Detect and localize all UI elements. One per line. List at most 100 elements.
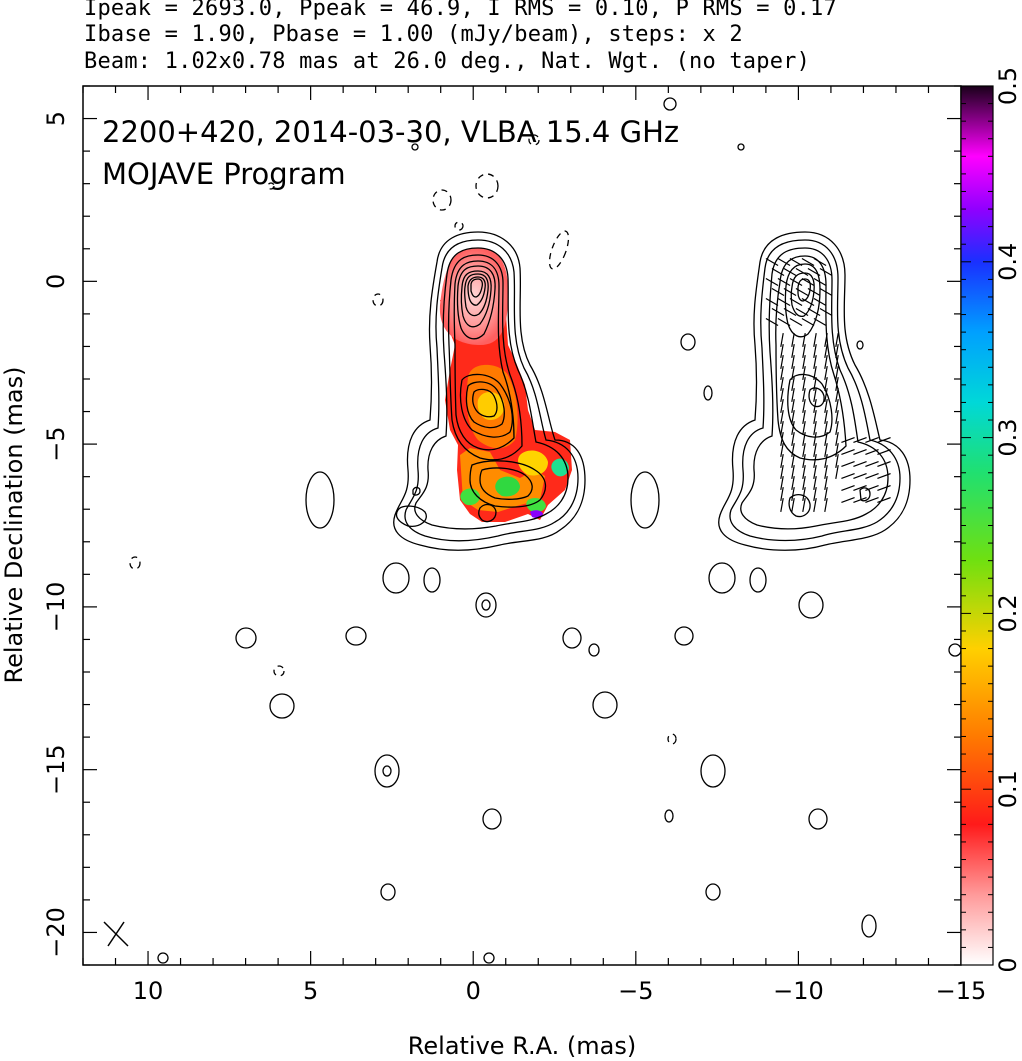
evpa-stick bbox=[824, 432, 828, 446]
evpa-stick bbox=[789, 297, 803, 307]
colorbar-tick-label: 0.4 bbox=[994, 243, 1022, 281]
polarization-color-fill bbox=[439, 248, 572, 522]
evpa-stick bbox=[824, 498, 828, 512]
evpa-stick bbox=[802, 344, 806, 358]
evpa-stick bbox=[835, 432, 839, 446]
evpa-stick bbox=[802, 410, 806, 424]
evpa-stick bbox=[813, 355, 817, 369]
evpa-stick bbox=[780, 388, 784, 402]
evpa-stick bbox=[780, 443, 784, 457]
evpa-stick bbox=[824, 355, 828, 369]
evpa-stick bbox=[813, 476, 817, 490]
evpa-stick bbox=[780, 432, 784, 446]
evpa-stick bbox=[777, 297, 791, 307]
evpa-stick bbox=[824, 388, 828, 402]
evpa-stick bbox=[789, 317, 803, 327]
evpa-stick bbox=[865, 497, 879, 503]
evpa-stick bbox=[835, 366, 839, 380]
evpa-stick bbox=[835, 465, 839, 479]
yellow-pol-region-2 bbox=[518, 450, 548, 476]
evpa-stick bbox=[813, 377, 817, 391]
evpa-stick bbox=[801, 257, 815, 267]
evpa-stick bbox=[765, 297, 779, 307]
colorbar-tick-label: 0.2 bbox=[994, 594, 1022, 632]
evpa-stick bbox=[853, 485, 867, 491]
evpa-stick bbox=[813, 454, 817, 468]
evpa-stick bbox=[802, 333, 806, 347]
evpa-stick bbox=[802, 487, 806, 501]
evpa-stick bbox=[824, 454, 828, 468]
evpa-stick bbox=[783, 287, 797, 297]
colorbar-tick-label: 0.5 bbox=[994, 67, 1022, 105]
evpa-stick bbox=[780, 344, 784, 358]
evpa-stick bbox=[780, 366, 784, 380]
x-tick-labels: 10 5 0 −5 −10 −15 bbox=[133, 977, 987, 1005]
evpa-stick bbox=[835, 421, 839, 435]
evpa-stick bbox=[802, 366, 806, 380]
evpa-stick bbox=[802, 399, 806, 413]
evpa-stick bbox=[791, 443, 795, 457]
evpa-stick bbox=[802, 443, 806, 457]
x-axis-label: Relative R.A. (mas) bbox=[408, 1032, 636, 1060]
evpa-stick bbox=[791, 399, 795, 413]
green-pol-region-2 bbox=[460, 488, 480, 506]
polarization-vectors bbox=[765, 257, 891, 512]
evpa-stick bbox=[813, 432, 817, 446]
evpa-stick bbox=[777, 257, 791, 267]
negative-contours bbox=[129, 134, 677, 745]
evpa-stick bbox=[791, 333, 795, 347]
header-line-3: Beam: 1.02x0.78 mas at 26.0 deg., Nat. W… bbox=[84, 49, 811, 74]
evpa-stick bbox=[795, 307, 809, 317]
colorbar-tick-label: 0.3 bbox=[994, 419, 1022, 457]
evpa-stick bbox=[802, 377, 806, 391]
evpa-stick bbox=[877, 497, 891, 503]
evpa-stick bbox=[813, 333, 817, 347]
evpa-stick bbox=[813, 399, 817, 413]
evpa-stick bbox=[791, 476, 795, 490]
evpa-stick bbox=[835, 355, 839, 369]
x-tick-label: 10 bbox=[133, 977, 164, 1005]
x-tick-label: 5 bbox=[303, 977, 318, 1005]
evpa-stick bbox=[813, 257, 827, 267]
evpa-stick bbox=[853, 497, 867, 503]
evpa-stick bbox=[780, 333, 784, 347]
evpa-stick bbox=[802, 421, 806, 435]
evpa-stick bbox=[877, 473, 891, 479]
yellow-pol-region bbox=[477, 391, 505, 420]
evpa-stick bbox=[824, 465, 828, 479]
evpa-stick bbox=[780, 487, 784, 501]
evpa-stick bbox=[813, 443, 817, 457]
evpa-stick bbox=[791, 432, 795, 446]
x-tick-label: −5 bbox=[618, 977, 653, 1005]
program-annotation: MOJAVE Program bbox=[102, 157, 346, 191]
evpa-stick bbox=[835, 344, 839, 358]
evpa-stick bbox=[865, 461, 879, 467]
evpa-stick bbox=[813, 344, 817, 358]
evpa-stick bbox=[802, 355, 806, 369]
evpa-stick bbox=[835, 454, 839, 468]
evpa-stick bbox=[801, 277, 815, 287]
evpa-stick bbox=[780, 454, 784, 468]
colorbar-tick-label: 0.1 bbox=[994, 770, 1022, 808]
beam-marker bbox=[103, 921, 129, 947]
evpa-stick bbox=[771, 307, 785, 317]
evpa-stick bbox=[824, 366, 828, 380]
y-tick-label: −10 bbox=[42, 582, 70, 633]
evpa-stick bbox=[853, 461, 867, 467]
evpa-stick bbox=[819, 307, 833, 317]
evpa-stick bbox=[807, 267, 821, 277]
evpa-stick bbox=[802, 476, 806, 490]
evpa-stick bbox=[853, 449, 867, 455]
evpa-stick bbox=[813, 277, 827, 287]
evpa-stick bbox=[819, 287, 833, 297]
evpa-stick bbox=[802, 454, 806, 468]
evpa-stick bbox=[791, 344, 795, 358]
evpa-stick bbox=[865, 473, 879, 479]
evpa-stick bbox=[789, 277, 803, 287]
evpa-stick bbox=[841, 485, 855, 491]
evpa-stick bbox=[824, 333, 828, 347]
evpa-stick bbox=[813, 421, 817, 435]
evpa-stick bbox=[791, 388, 795, 402]
evpa-stick bbox=[780, 399, 784, 413]
